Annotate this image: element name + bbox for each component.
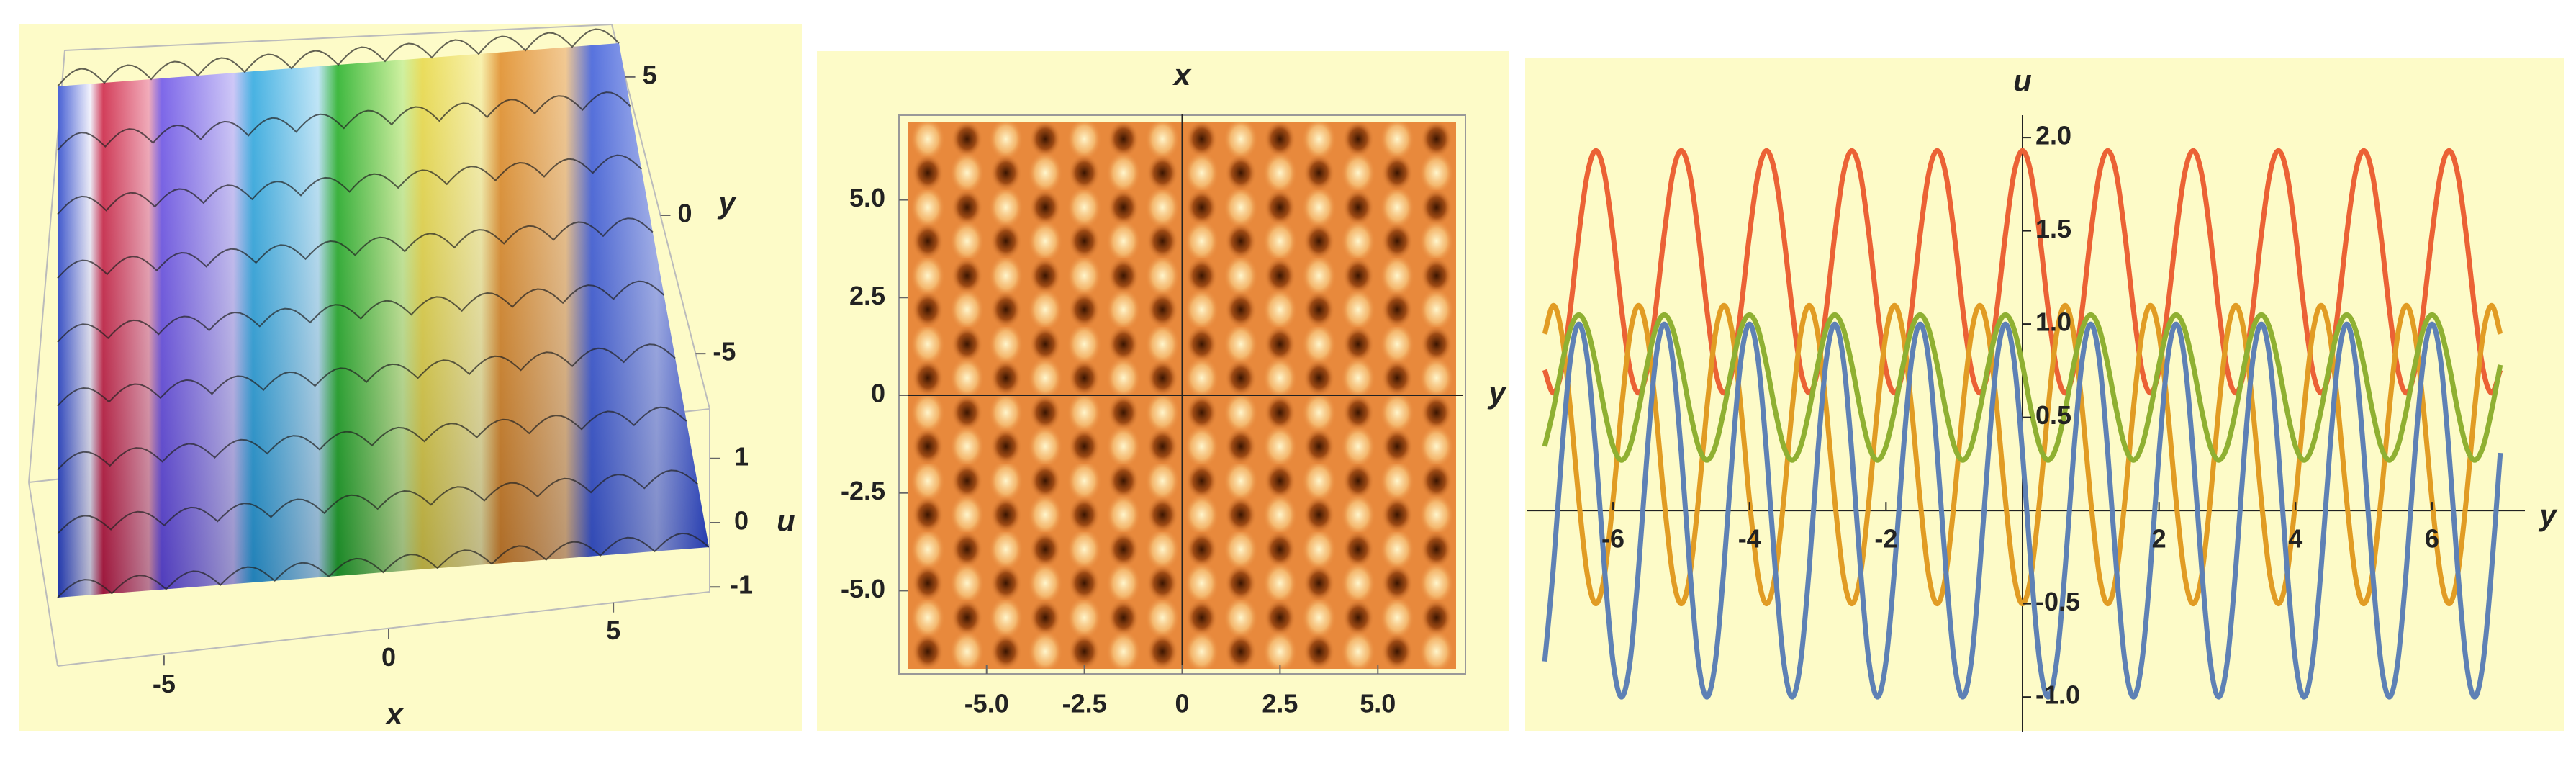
surface-contour (57, 469, 699, 535)
y-axis-label: u (2013, 63, 2032, 97)
surface-contour (57, 91, 631, 151)
y-axis-label: x (1172, 58, 1192, 91)
y-tick-label: 2.0 (2035, 121, 2071, 150)
box-front-edges (57, 409, 710, 667)
x-tick-label: -2 (1874, 524, 1897, 554)
y-tick-label: -2.5 (841, 476, 885, 505)
y-tick-label: 1.5 (2035, 214, 2071, 243)
y-tick-label: -0.5 (2035, 587, 2080, 616)
z-axis-label: u (777, 503, 795, 537)
x-tick-label: 5.0 (1360, 689, 1396, 719)
y-axis-label: y (717, 186, 737, 220)
x-tick-label: 2.5 (1262, 689, 1298, 719)
x-tick-label: -5.0 (964, 689, 1009, 719)
x-tick-label: 5 (606, 616, 620, 645)
surface-contour (57, 280, 665, 343)
x-tick-label: -6 (1601, 524, 1624, 554)
x-tick-label: 2 (2152, 524, 2166, 554)
y-tick-label: 0 (678, 199, 692, 228)
z-tick-label: 0 (734, 506, 749, 536)
surface-contour (57, 532, 710, 598)
x-tick-label: -2.5 (1062, 689, 1107, 719)
surface-contour (57, 154, 642, 215)
line-series (1542, 321, 2503, 700)
y-tick-label: 5.0 (849, 183, 885, 212)
x-tick-label: -5 (153, 669, 176, 698)
x-axis-label: y (1487, 376, 1507, 410)
x-axis-label: x (384, 697, 404, 731)
y-tick-label: -5 (713, 337, 736, 366)
surface-contour (57, 217, 654, 279)
x-tick-label: 0 (381, 642, 396, 672)
y-tick-label: 1.0 (2035, 307, 2071, 337)
y-tick-label: 5 (643, 60, 657, 89)
x-tick-label: 4 (2288, 524, 2302, 554)
y-tick-label: 2.5 (849, 281, 885, 310)
x-tick-label: -4 (1738, 524, 1761, 554)
surface-contour (57, 406, 687, 471)
surface-contour (57, 28, 620, 87)
x-tick-label: 0 (1175, 689, 1189, 719)
line-series (1542, 148, 2503, 396)
surface-shading (58, 43, 709, 598)
z-tick-label: 1 (734, 441, 749, 471)
y-tick-label: 0 (871, 379, 885, 408)
surface-contours (57, 28, 710, 598)
y-tick-label: -1.0 (2035, 680, 2080, 710)
x-axis-label: y (2538, 498, 2558, 532)
x-tick-label: 6 (2425, 524, 2439, 554)
z-tick-label: -1 (730, 570, 753, 600)
surface-contour (57, 343, 676, 407)
y-tick-label: -5.0 (841, 574, 885, 603)
y-tick-label: 0.5 (2035, 400, 2071, 430)
line-series (1542, 312, 2503, 463)
